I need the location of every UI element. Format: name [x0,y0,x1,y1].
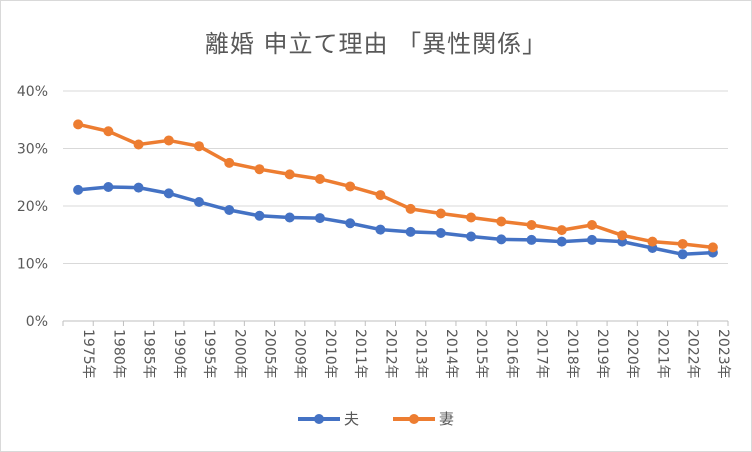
x-tick-label: 2009年 [292,329,308,379]
data-point-wife [133,139,144,150]
data-point-husband [284,212,295,223]
x-tick-label: 2000年 [231,329,247,379]
data-point-wife [405,203,416,214]
legend-label-wife: 妻 [439,410,455,428]
x-tick-label: 1975年 [80,329,96,379]
data-point-wife [103,126,114,137]
x-tick-label: 2005年 [261,329,277,379]
x-tick-label: 2018年 [564,329,580,379]
data-point-husband [73,184,84,195]
x-tick-label: 2019年 [594,329,610,379]
x-tick-label: 1985年 [141,329,157,379]
legend: 夫 妻 [0,408,752,429]
data-point-husband [586,234,597,245]
legend-marker-husband [297,413,340,424]
legend-label-husband: 夫 [343,410,359,428]
data-point-husband [345,218,356,229]
data-point-wife [224,157,235,168]
x-tick-label: 2022年 [685,329,701,379]
data-point-husband [677,249,688,260]
data-point-wife [345,181,356,192]
y-tick-label: 30% [17,142,48,158]
x-tick-label: 2017年 [534,329,550,379]
data-point-husband [466,231,477,242]
series-line-husband [76,185,715,257]
x-tick-label: 2013年 [413,329,429,379]
data-point-wife [647,236,658,247]
data-point-wife [284,169,295,180]
legend-item-husband: 夫 [297,408,359,429]
data-point-husband [133,182,144,193]
legend-item-wife: 妻 [393,408,454,429]
data-point-wife [707,242,718,253]
data-point-husband [194,196,205,207]
data-point-wife [163,135,174,146]
data-point-wife [254,164,265,175]
data-point-wife [466,212,477,223]
data-point-wife [73,119,84,130]
x-tick-label: 1980年 [110,329,126,379]
x-tick-label: 2011年 [352,329,368,379]
y-tick-label: 40% [17,84,48,100]
data-point-husband [163,188,174,199]
x-tick-label: 2012年 [382,329,398,379]
data-point-husband [496,234,507,245]
y-tick-label: 20% [17,199,48,215]
data-point-wife [314,173,325,184]
data-point-wife [556,225,567,236]
x-tick-label: 2016年 [503,329,519,379]
x-tick-label: 2015年 [473,329,489,379]
data-point-husband [556,236,567,247]
data-point-husband [526,234,537,245]
x-tick-label: 1990年 [171,329,187,379]
data-point-husband [254,210,265,221]
y-tick-label: 10% [17,257,48,273]
x-tick-label: 2014年 [443,329,459,379]
data-point-husband [405,226,416,237]
data-point-husband [435,228,446,239]
data-point-wife [435,208,446,219]
data-point-husband [103,182,114,193]
legend-marker-wife [393,413,435,424]
x-tick-label: 2010年 [322,329,338,379]
chart-title: 離婚 申立て理由 「異性関係」 [204,30,548,58]
data-point-wife [677,238,688,249]
data-point-wife [194,141,205,152]
y-tick-label: 0% [26,314,48,330]
x-tick-label: 2021年 [654,329,670,379]
data-point-husband [314,213,325,224]
data-point-wife [375,190,386,201]
x-tick-label: 2023年 [715,329,731,379]
data-point-husband [375,224,386,235]
data-point-husband [224,205,235,216]
data-point-wife [586,219,597,230]
series-line-wife [76,122,715,250]
data-point-wife [617,230,628,241]
x-tick-label: 2020年 [624,329,640,379]
data-point-wife [496,216,507,227]
x-tick-label: 1995年 [201,329,217,379]
data-point-wife [526,219,537,230]
